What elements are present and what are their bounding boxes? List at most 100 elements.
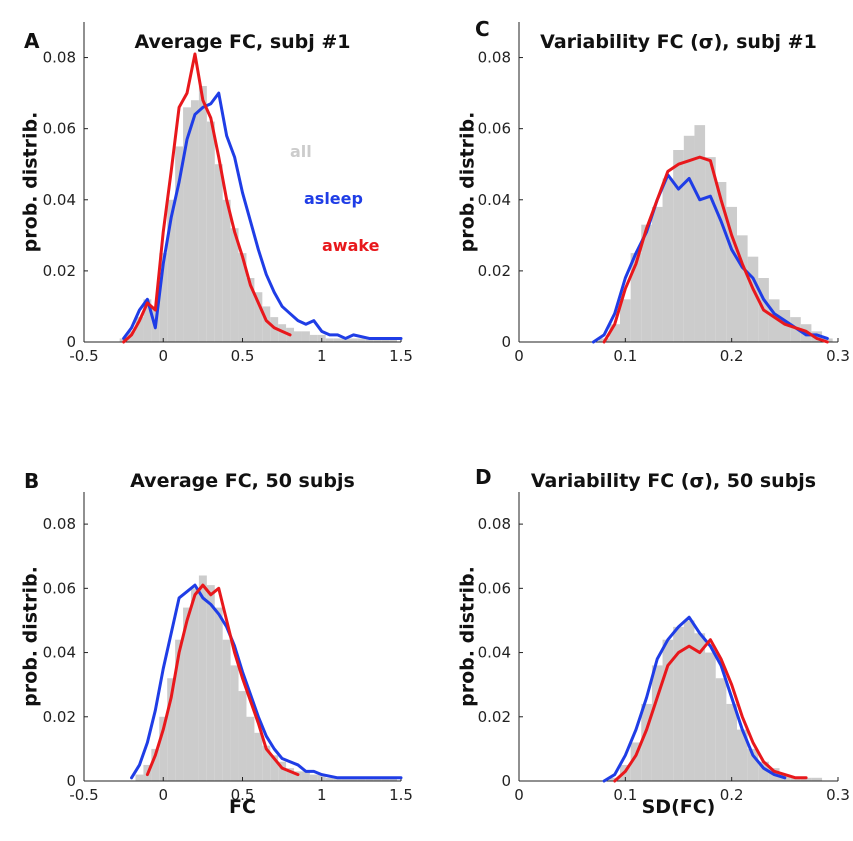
panel-d-hist-bar (736, 729, 748, 781)
panel-b-hist-bar (278, 761, 287, 781)
panel-d-hist-bar (694, 633, 706, 781)
panel-d-series-awake (613, 638, 808, 783)
panel-c-hist-bar (705, 157, 716, 342)
panel-d-series-asleep (602, 615, 787, 783)
panel-d-hist-bar (651, 665, 663, 781)
panel-a-hist-bar (294, 331, 302, 342)
panel-b-hist-bar (151, 748, 160, 781)
panel-c-series-awake (602, 155, 829, 344)
panel-d-xtick-label: 0.3 (826, 786, 850, 804)
panel-a-hist-bar (262, 306, 271, 342)
panel-d-hist-bar (758, 761, 769, 781)
panel-b-hist-bar (333, 777, 342, 781)
panel-c-hist-bar (694, 125, 706, 342)
panel-a-legend-awake: awake (322, 236, 380, 255)
panel-b-hist-bar (230, 665, 239, 781)
panel-c-xtick-label: 0.1 (613, 347, 637, 365)
panel-b: B Average FC, 50 subjs 0 0.02 0.04 0.06 0.08 -0… (20, 469, 413, 818)
panel-c-hist-bar (651, 206, 663, 342)
panel-d-xtick-label: 0.2 (720, 786, 744, 804)
panel-b-xtick-label: 0 (158, 786, 168, 804)
panel-b-hist-bar (365, 777, 374, 781)
panel-b-xlabel: FC (229, 796, 256, 818)
panel-b-ylabel: prob. distrib. (20, 566, 42, 707)
panel-a-hist-bar (333, 338, 342, 342)
panel-a-ytick-label: 0.06 (43, 120, 76, 138)
panel-d-ytick-label: 0.08 (478, 515, 511, 533)
panel-d-hist-bar (811, 777, 823, 781)
panel-c-hist-bar (822, 338, 833, 342)
panel-b-series-asleep (130, 583, 403, 780)
panel-a-title: Average FC, subj #1 (134, 31, 350, 53)
panel-d-ytick-label: 0.02 (478, 708, 511, 726)
panel-a-hist-bar (206, 121, 215, 342)
panel-a-xtick-label: 1.5 (389, 347, 413, 365)
panel-d-title: Variability FC (σ), 50 subjs (531, 470, 816, 492)
panel-b-hist-bar (301, 771, 310, 781)
panel-a-hist-bar (381, 338, 390, 342)
panel-d: D Variability FC (σ), 50 subjs 0 0.02 0.04 0.… (457, 465, 850, 818)
panel-d-hist-bar (715, 678, 727, 781)
panel-c-hist-bar (768, 299, 780, 342)
panel-a-hist-bar (143, 299, 152, 342)
panel-a-hist-bar (159, 253, 168, 342)
panel-b-hist-bar (325, 777, 334, 781)
panel-d-ytick-label: 0.04 (478, 644, 511, 662)
panel-d-hist-bar (800, 777, 812, 781)
panel-b-hist-bar (254, 732, 263, 781)
panel-d-ytick-label: 0 (501, 772, 511, 790)
panel-d-letter: D (475, 465, 492, 489)
panel-a-series-awake (122, 52, 292, 344)
panel-b-hist-bar (198, 575, 207, 781)
panel-b-ytick-label: 0.02 (43, 708, 76, 726)
panel-d-hist-bar (683, 620, 695, 781)
panel-d-ytick-label: 0.06 (478, 579, 511, 597)
panel-c-hist-bar (726, 206, 737, 342)
panel-b-xtick-label: 1.5 (389, 786, 413, 804)
panel-a-xtick-label: 0.5 (231, 347, 255, 365)
panel-d-xtick-label: 0.1 (613, 786, 637, 804)
panel-c-hist-bar (630, 253, 642, 342)
panel-d-hist-bar (641, 703, 652, 781)
panel-a-hist-bar (190, 100, 199, 342)
panel-c-ytick-label: 0.06 (478, 120, 511, 138)
panel-c-title: Variability FC (σ), subj #1 (540, 31, 817, 53)
panel-a-hist-bar (238, 253, 247, 342)
panel-a-series-asleep (122, 91, 403, 340)
panel-b-title: Average FC, 50 subjs (130, 470, 355, 492)
panel-a-hist-bar (183, 107, 191, 342)
panel-b-xtick-label: -0.5 (69, 786, 98, 804)
panel-a-hist-bar (341, 338, 350, 342)
panel-a-legend-all: all (290, 142, 312, 161)
panel-b-letter: B (24, 469, 39, 493)
panel-d-hist-bar (726, 703, 737, 781)
panel-d-hist-bar (630, 742, 642, 781)
panel-b-hist-bar (214, 607, 223, 781)
panel-a-ytick-label: 0.02 (43, 262, 76, 280)
panel-c-hist-bar (662, 178, 674, 342)
panel-c-hist-bar (779, 310, 791, 342)
panel-c-xtick-label: 0.3 (826, 347, 850, 365)
panel-c-hist-bar (747, 256, 759, 342)
panel-b-hist-bar (135, 774, 144, 781)
panel-a-ytick-label: 0 (66, 333, 76, 351)
panel-b-hist-bar (238, 691, 247, 781)
panel-b-hist-bar (246, 716, 255, 781)
panel-b-xtick-label: 1 (317, 786, 327, 804)
panel-b-series-awake (145, 583, 300, 777)
panel-c-hist-bar (673, 150, 684, 342)
panel-a-xtick-label: 1 (317, 347, 327, 365)
panel-a-hist-bar (365, 338, 374, 342)
panel-a: A Average FC, subj #1 0 0.02 0.04 0.06 0.08 -0.… (20, 22, 413, 365)
panel-a-hist-bar (270, 317, 279, 342)
panel-b-hist-bar (222, 639, 231, 781)
panel-c-hist-bar (609, 324, 621, 342)
panel-a-hist-bar (278, 324, 287, 342)
panel-b-ytick-label: 0.08 (43, 515, 76, 533)
panel-c-hist-bar (620, 299, 631, 342)
panel-c-ytick-label: 0.02 (478, 262, 511, 280)
panel-b-hist-bar (357, 777, 366, 781)
panel-c-ytick-label: 0.08 (478, 49, 511, 67)
panel-c-letter: C (475, 17, 490, 41)
